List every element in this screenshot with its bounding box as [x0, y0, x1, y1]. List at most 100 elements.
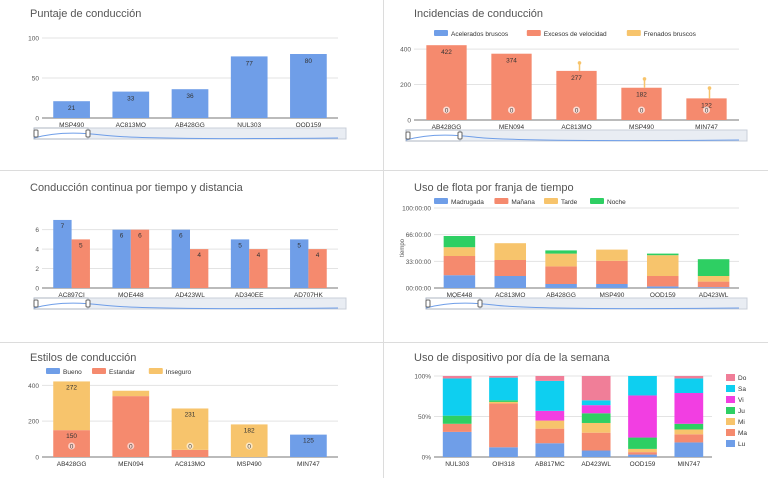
bar-segment [443, 247, 476, 256]
x-tick-label: MEN094 [499, 124, 525, 131]
x-tick-label: MEN094 [118, 461, 144, 468]
y-tick-label: 2 [35, 266, 39, 273]
x-tick-label: MSP490 [599, 292, 624, 299]
bar-segment [535, 410, 565, 421]
data-label: 0 [129, 444, 133, 451]
bar-segment [443, 275, 476, 288]
bar-segment [545, 250, 577, 254]
bar-segment [628, 448, 657, 453]
bar-segment [443, 236, 476, 248]
data-label: 0 [575, 108, 579, 115]
range-handle[interactable] [405, 131, 411, 140]
data-label: 277 [571, 75, 582, 82]
bar-segment [442, 378, 472, 416]
zero-marker [186, 442, 194, 450]
range-handle[interactable] [477, 299, 483, 308]
bar-segment [581, 405, 611, 414]
legend-label: Tarde [561, 199, 578, 206]
bar-segment [290, 434, 327, 457]
bar [112, 91, 150, 118]
x-tick-label: OOD159 [630, 461, 656, 468]
data-label: 0 [510, 108, 514, 115]
bar-segment [489, 377, 518, 401]
bar-segment [596, 260, 628, 284]
range-sparkline [33, 302, 339, 310]
y-tick-label: 50% [418, 414, 431, 421]
legend-swatch [726, 407, 735, 414]
bar-segment [171, 449, 209, 457]
bar-segment [489, 403, 518, 448]
data-label: 150 [66, 433, 77, 440]
x-tick-label: MQE448 [118, 292, 144, 299]
chart-panel-puntaje: Puntaje de conducción 0 50 100 MSP490 AC813M… [0, 0, 384, 168]
bar-segment [489, 401, 518, 404]
zero-marker [573, 106, 580, 114]
x-tick-label: AD423WL [581, 461, 611, 468]
zero-marker [703, 106, 710, 114]
bar-segment [535, 376, 565, 381]
range-handle[interactable] [33, 299, 39, 308]
range-handle[interactable] [85, 129, 91, 138]
zero-marker [127, 442, 135, 450]
legend-swatch [434, 198, 448, 204]
legend-label: Vi [738, 397, 744, 404]
legend-swatch [726, 374, 735, 381]
x-tick-label: AC813MO [561, 124, 591, 131]
bar-segment [230, 424, 268, 457]
x-tick-label: NUL303 [237, 122, 261, 129]
x-tick-label: AB428GG [546, 292, 576, 299]
chart-title: Conducción continua por tiempo y distanc… [30, 182, 243, 194]
legend-label: Bueno [63, 369, 82, 376]
data-label: 36 [186, 93, 194, 100]
chart-title: Estilos de conducción [30, 352, 137, 364]
bar [71, 239, 90, 288]
bar [112, 229, 131, 288]
legend-label: Lu [738, 441, 746, 448]
x-tick-label: MSP490 [59, 122, 84, 129]
y-tick-label: 400 [400, 47, 411, 54]
x-tick-label: AB428GG [57, 461, 87, 468]
bar-segment [112, 390, 150, 397]
bar-segment [442, 423, 472, 432]
bar-segment [646, 276, 679, 287]
bar-segment [596, 284, 628, 288]
range-handle[interactable] [85, 299, 91, 308]
x-tick-label: NUL303 [445, 461, 469, 468]
range-handle[interactable] [457, 131, 463, 140]
x-tick-label: AB428GG [432, 124, 462, 131]
chart-flota: 00:00:00 33:00:00 66:00:00 100:00:00 tiempo M… [400, 198, 748, 310]
legend-label: Noche [607, 199, 626, 206]
data-label: 4 [316, 252, 320, 259]
chart-estilos: 0 200 400 Bueno Estandar Inseguro AB428GG MEN09… [28, 368, 338, 468]
data-label: 5 [238, 242, 242, 249]
bar-segment [596, 249, 628, 261]
bar-segment [489, 447, 518, 457]
y-tick-label: 6 [35, 227, 39, 234]
chart-panel-dispositivo: Uso de dispositivo por día de la semana … [384, 344, 768, 478]
bar-segment [674, 429, 704, 435]
legend-label: Acelerados bruscos [451, 31, 509, 38]
data-label: 0 [247, 444, 251, 451]
bar-segment [581, 400, 611, 406]
range-handle[interactable] [425, 299, 431, 308]
chart-panel-incidencias: Incidencias de conducción 0 200 400 Acelera… [384, 0, 768, 168]
data-label: 374 [506, 58, 517, 65]
x-tick-label: OOD159 [650, 292, 676, 299]
bar-segment [494, 243, 527, 260]
x-tick-label: AB817MC [535, 461, 565, 468]
range-handle[interactable] [33, 129, 39, 138]
x-tick-label: MQE448 [447, 292, 473, 299]
bar-segment [545, 284, 577, 288]
bar-segment [628, 452, 657, 455]
chart-dispositivo: 0% 50% 100% Do Sa Vi Ju Mi Ma Lu NUL303 OIH318 AB817… [414, 374, 747, 469]
data-label: 122 [701, 102, 712, 109]
zero-marker [68, 442, 76, 450]
bar-segment [535, 380, 565, 411]
legend-label: Excesos de velocidad [544, 31, 607, 38]
y-axis-label: tiempo [400, 238, 406, 257]
data-label: 0 [705, 108, 709, 115]
bar-segment [494, 260, 527, 276]
x-tick-label: AD423WL [699, 292, 729, 299]
y-tick-label: 33:00:00 [406, 259, 432, 266]
bar-segment [545, 253, 577, 267]
